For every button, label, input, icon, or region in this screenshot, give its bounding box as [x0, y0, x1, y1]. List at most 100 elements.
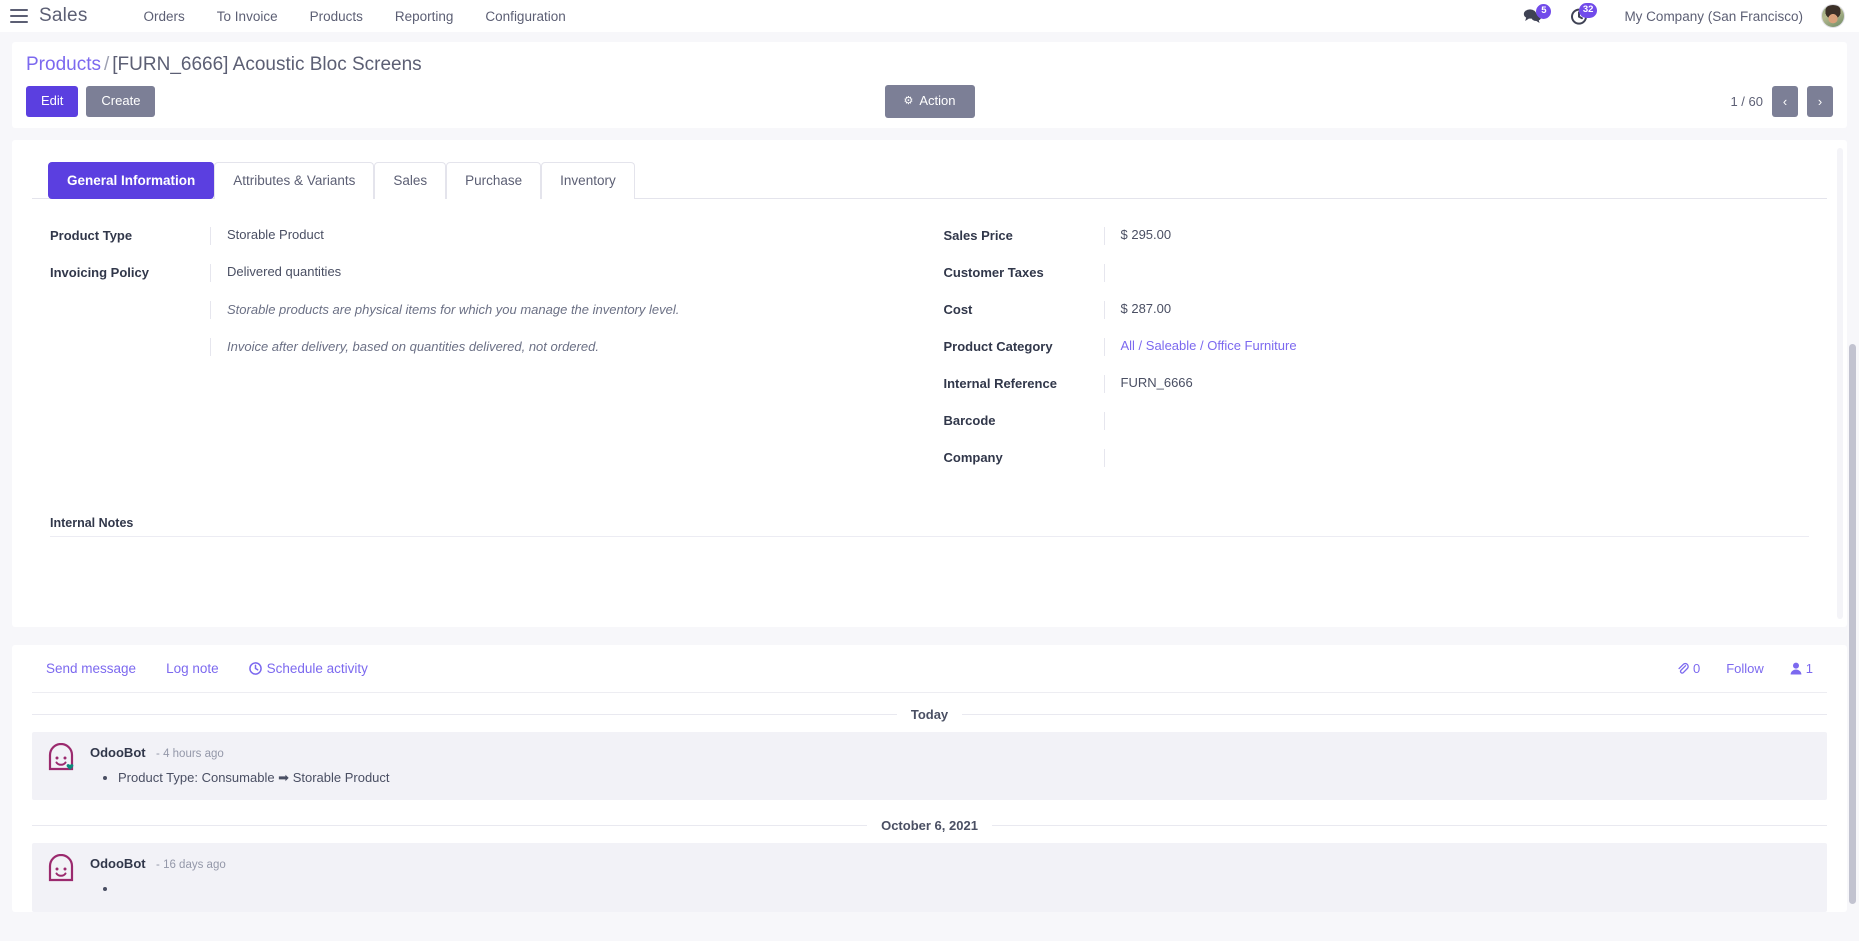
- date-separator-today: Today: [32, 693, 1828, 732]
- field-invoicing-policy-label: Invoicing Policy: [50, 264, 149, 280]
- date-separator-october: October 6, 2021: [32, 804, 1828, 843]
- field-sales-price-value[interactable]: $ 295.00: [1103, 226, 1810, 245]
- message-content-list: [90, 879, 1815, 899]
- control-panel: Products / [FURN_6666] Acoustic Bloc Scree…: [12, 42, 1847, 128]
- app-brand-sales[interactable]: Sales: [39, 5, 88, 26]
- page-scrollbar-track[interactable]: [1848, 44, 1857, 941]
- field-product-category: Product Category All / Saleable / Office…: [943, 337, 1810, 356]
- nav-menu-configuration[interactable]: Configuration: [485, 8, 566, 24]
- breadcrumb-separator: /: [103, 54, 110, 75]
- top-navbar: Sales Orders To Invoice Products Reporti…: [0, 0, 1859, 32]
- tab-purchase[interactable]: Purchase: [446, 161, 542, 199]
- form-column-right: Sales Price $ 295.00 Customer Taxes Cost…: [930, 226, 1810, 486]
- message-item: OdooBot - 4 hours ago Product Type: Cons…: [32, 731, 1827, 801]
- message-author: OdooBot: [90, 856, 146, 872]
- field-product-type: Product Type Storable Product: [50, 226, 930, 245]
- message-content-list: Product Type: Consumable ➡ Storable Prod…: [90, 768, 1815, 788]
- create-button[interactable]: Create: [86, 85, 156, 117]
- separator-line-left: [32, 713, 897, 715]
- company-switcher[interactable]: My Company (San Francisco): [1624, 8, 1803, 24]
- edit-button[interactable]: Edit: [26, 85, 79, 117]
- field-sales-price-label: Sales Price: [943, 227, 1013, 243]
- followers-button[interactable]: 1: [1790, 661, 1813, 676]
- action-button-label: Action: [919, 92, 956, 108]
- field-company-value[interactable]: [1103, 448, 1810, 467]
- chatter-panel: Send message Log note Schedule activity …: [12, 644, 1847, 912]
- message-timestamp: - 16 days ago: [156, 859, 226, 872]
- field-product-type-label: Product Type: [50, 227, 133, 243]
- field-barcode-value[interactable]: [1103, 411, 1810, 430]
- field-barcode-label: Barcode: [943, 412, 996, 428]
- messages-button[interactable]: 5: [1509, 4, 1556, 24]
- field-barcode: Barcode: [943, 411, 1810, 430]
- send-message-button[interactable]: Send message: [46, 660, 137, 676]
- chatter-toolbar: Send message Log note Schedule activity …: [32, 645, 1827, 693]
- field-product-category-link[interactable]: All / Saleable / Office Furniture: [1120, 337, 1297, 353]
- help-text-product-type: Storable products are physical items for…: [210, 300, 930, 319]
- schedule-activity-button[interactable]: Schedule activity: [248, 660, 368, 676]
- action-button[interactable]: ⚙ Action: [884, 84, 975, 118]
- page-scrollbar-thumb[interactable]: [1849, 344, 1856, 904]
- field-sales-price: Sales Price $ 295.00: [943, 226, 1810, 245]
- field-customer-taxes: Customer Taxes: [943, 263, 1810, 282]
- internal-notes-label: Internal Notes: [50, 516, 1809, 537]
- field-cost-label: Cost: [943, 301, 973, 317]
- field-product-category-label: Product Category: [943, 338, 1053, 354]
- field-company-label: Company: [943, 449, 1003, 465]
- help-text-invoicing-policy: Invoice after delivery, based on quantit…: [210, 337, 930, 357]
- sheet-scrollbar[interactable]: [1837, 147, 1843, 619]
- attachments-button[interactable]: 0: [1676, 661, 1700, 676]
- field-company: Company: [943, 448, 1810, 467]
- field-invoicing-policy-value[interactable]: Delivered quantities: [210, 263, 930, 282]
- tab-general-information[interactable]: General Information: [48, 161, 215, 199]
- nav-menu-products[interactable]: Products: [309, 8, 363, 24]
- pager-next-button[interactable]: ›: [1807, 85, 1833, 117]
- follow-button[interactable]: Follow: [1726, 660, 1764, 676]
- message-body: OdooBot - 4 hours ago Product Type: Cons…: [90, 743, 1815, 788]
- field-internal-reference-value[interactable]: FURN_6666: [1103, 374, 1810, 393]
- user-avatar[interactable]: [1821, 4, 1845, 28]
- pager-counter: 1 / 60: [1730, 93, 1763, 109]
- message-body: OdooBot - 16 days ago: [90, 854, 1815, 899]
- message-author: OdooBot: [90, 744, 146, 760]
- nav-menu-list: Orders To Invoice Products Reporting Con…: [128, 5, 582, 28]
- record-pager: 1 / 60 ‹ ›: [1730, 85, 1833, 117]
- followers-count: 1: [1805, 660, 1813, 676]
- paperclip-icon: [1678, 662, 1689, 674]
- date-separator-label: October 6, 2021: [881, 818, 978, 834]
- breadcrumb-current-record: [FURN_6666] Acoustic Bloc Screens: [112, 54, 422, 75]
- nav-menu-to-invoice[interactable]: To Invoice: [216, 8, 278, 24]
- odoobot-avatar: [44, 742, 78, 777]
- clock-icon: [248, 661, 262, 675]
- internal-notes-input[interactable]: [50, 537, 1809, 609]
- odoobot-avatar-icon: [48, 854, 74, 882]
- tab-attributes-variants[interactable]: Attributes & Variants: [214, 161, 375, 199]
- field-product-category-value-wrap: All / Saleable / Office Furniture: [1103, 337, 1810, 356]
- product-form-sheet: General Information Attributes & Variant…: [12, 139, 1847, 627]
- navbar-right-group: 5 32 My Company (San Francisco): [1509, 3, 1845, 28]
- nav-menu-orders[interactable]: Orders: [143, 8, 185, 24]
- message-content-line: [118, 879, 1815, 899]
- field-customer-taxes-label: Customer Taxes: [943, 264, 1044, 280]
- field-product-type-value[interactable]: Storable Product: [210, 226, 930, 245]
- schedule-activity-label: Schedule activity: [266, 660, 368, 676]
- tab-inventory[interactable]: Inventory: [541, 161, 635, 199]
- form-columns: Product Type Storable Product Invoicing …: [32, 226, 1827, 486]
- user-icon: [1790, 662, 1802, 675]
- activities-button[interactable]: 32: [1556, 3, 1602, 25]
- field-cost-value[interactable]: $ 287.00: [1103, 300, 1810, 319]
- message-timestamp: - 4 hours ago: [156, 747, 224, 760]
- form-notebook-tabs: General Information Attributes & Variant…: [32, 161, 1827, 199]
- chatter-toolbar-right: 0 Follow 1: [1676, 661, 1813, 676]
- pager-previous-button[interactable]: ‹: [1772, 85, 1798, 117]
- field-customer-taxes-value[interactable]: [1103, 263, 1810, 282]
- tab-sales[interactable]: Sales: [374, 161, 447, 199]
- separator-line-right: [991, 825, 1828, 827]
- breadcrumb-products-link[interactable]: Products: [26, 54, 101, 75]
- message-item: OdooBot - 16 days ago: [32, 843, 1827, 912]
- odoobot-avatar-icon: [48, 742, 74, 770]
- nav-menu-reporting[interactable]: Reporting: [394, 8, 454, 24]
- messages-badge: 5: [1536, 4, 1552, 19]
- log-note-button[interactable]: Log note: [166, 660, 219, 676]
- menu-toggle-icon[interactable]: [10, 9, 28, 23]
